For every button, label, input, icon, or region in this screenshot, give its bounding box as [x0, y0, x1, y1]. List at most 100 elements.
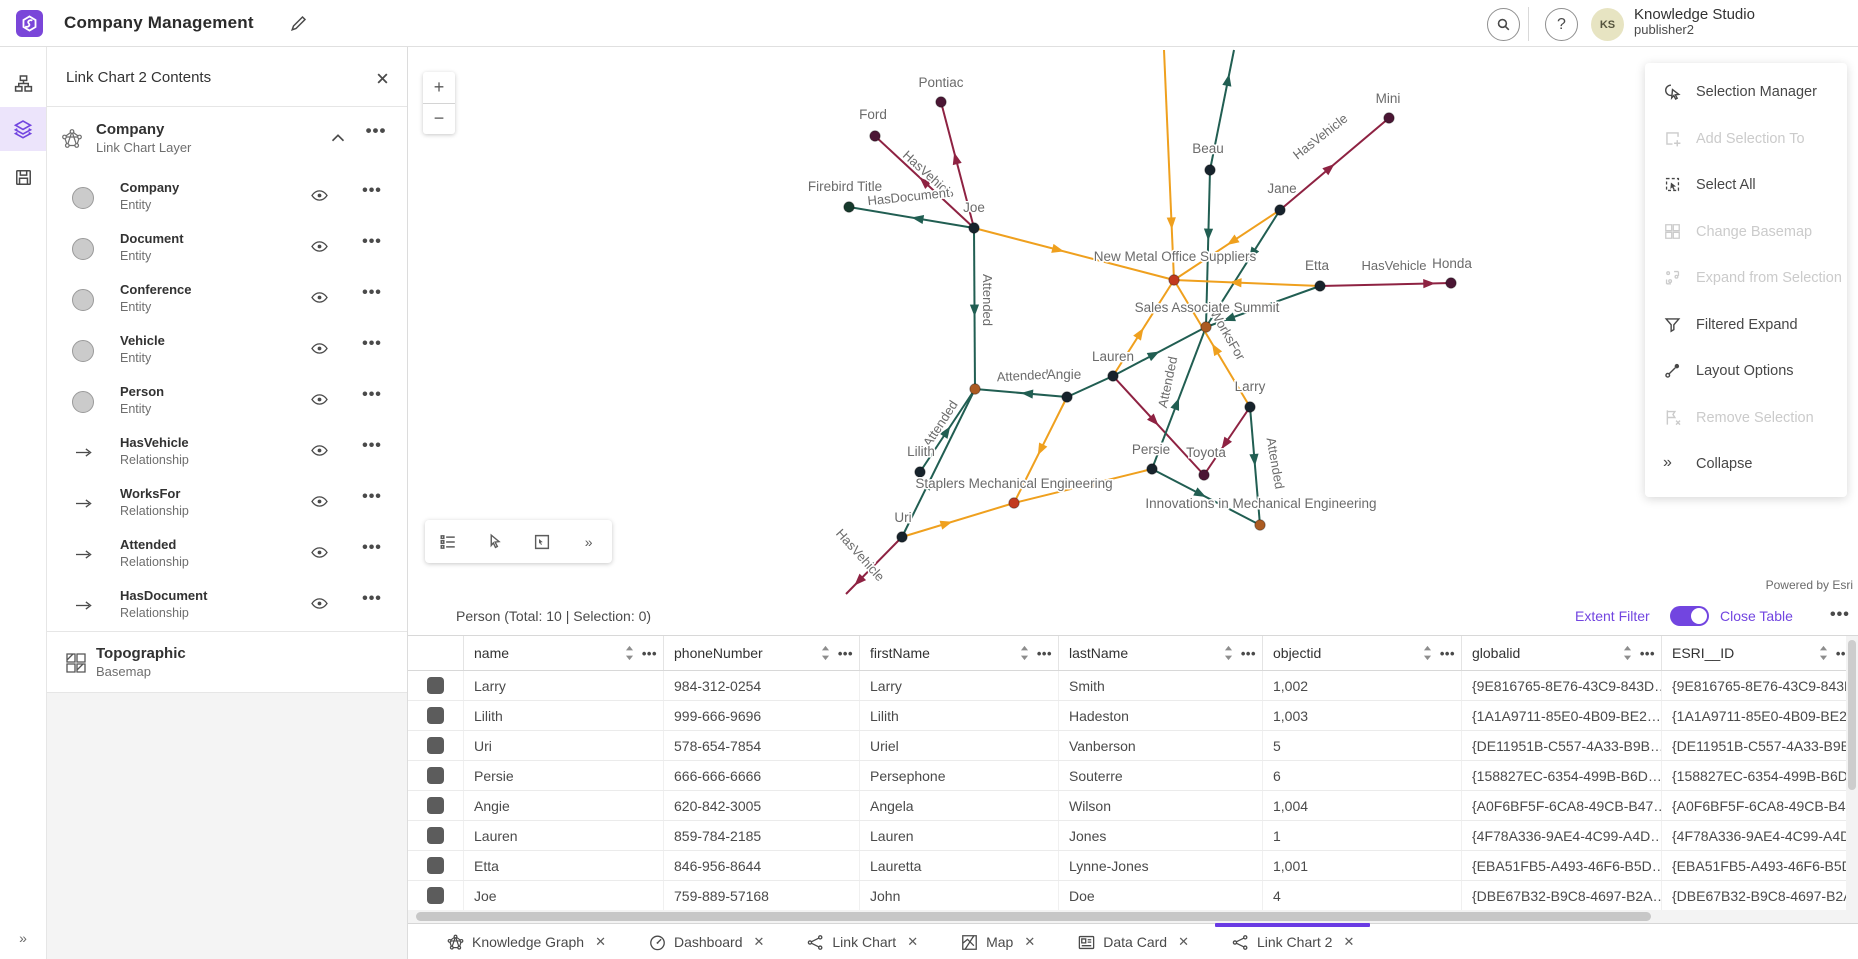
edge-attended[interactable] — [1205, 169, 1211, 328]
sort-icon[interactable] — [1019, 645, 1031, 661]
child-options-icon[interactable]: ••• — [362, 284, 382, 301]
vertical-scrollbar[interactable] — [1846, 636, 1858, 910]
tab-map[interactable]: Map ✕ — [944, 924, 1051, 959]
menu-item-selection-manager[interactable]: Selection Manager — [1645, 69, 1847, 116]
tab-close-icon[interactable]: ✕ — [907, 933, 919, 949]
tab-data-card[interactable]: Data Card ✕ — [1061, 924, 1205, 959]
node-summit[interactable] — [1200, 321, 1212, 333]
visibility-eye-icon[interactable] — [310, 543, 334, 567]
more-tools-icon[interactable]: » — [584, 533, 593, 550]
visibility-eye-icon[interactable] — [310, 339, 334, 363]
child-options-icon[interactable]: ••• — [362, 233, 382, 250]
column-options-icon[interactable]: ••• — [1639, 645, 1655, 661]
save-icon[interactable] — [0, 155, 46, 199]
child-options-icon[interactable]: ••• — [362, 590, 382, 607]
node-honda[interactable] — [1445, 277, 1457, 289]
table-options-icon[interactable]: ••• — [1830, 606, 1850, 623]
column-options-icon[interactable]: ••• — [1036, 645, 1052, 661]
link-chart-canvas[interactable]: HasVehicle HasVehicle HasVehicle HasVehicle… — [408, 47, 1858, 600]
visibility-eye-icon[interactable] — [310, 237, 334, 261]
node-newmetal[interactable] — [1168, 274, 1180, 286]
chevron-up-icon[interactable] — [327, 127, 349, 149]
child-options-icon[interactable]: ••• — [362, 386, 382, 403]
select-cursor-icon[interactable] — [480, 527, 510, 557]
link-chart-layer-row[interactable]: Company Link Chart Layer ••• — [47, 107, 407, 172]
menu-item-layout-options[interactable]: Layout Options — [1645, 348, 1847, 395]
link-chart-graph[interactable]: HasVehicleHasVehicleHasVehicleHasVehicle… — [408, 47, 1858, 600]
tab-close-icon[interactable]: ✕ — [753, 933, 765, 949]
tab-link-chart-2[interactable]: Link Chart 2 ✕ — [1214, 923, 1371, 959]
node-lilith[interactable] — [914, 466, 926, 478]
edge-attended[interactable] — [1209, 49, 1235, 171]
tab-close-icon[interactable]: ✕ — [595, 933, 606, 949]
legend-list-icon[interactable] — [433, 527, 463, 557]
tab-link-chart[interactable]: Link Chart ✕ — [790, 924, 934, 959]
extent-filter-toggle[interactable] — [1670, 606, 1709, 626]
menu-item-filtered-expand[interactable]: Filtered Expand — [1645, 302, 1847, 349]
sort-icon[interactable] — [1622, 645, 1634, 661]
row-checkbox[interactable] — [427, 827, 444, 844]
row-checkbox[interactable] — [427, 707, 444, 724]
menu-item-collapse[interactable]: » Collapse — [1645, 441, 1847, 488]
edit-title-icon[interactable] — [288, 14, 308, 34]
layer-child-conference[interactable]: Conference Entity ••• — [47, 274, 407, 325]
layer-child-company[interactable]: Company Entity ••• — [47, 172, 407, 223]
child-options-icon[interactable]: ••• — [362, 335, 382, 352]
node-pontiac[interactable] — [935, 96, 947, 108]
layer-options-icon[interactable]: ••• — [365, 121, 387, 140]
layer-child-worksfor[interactable]: WorksFor Relationship ••• — [47, 478, 407, 529]
data-model-icon[interactable] — [0, 61, 46, 105]
sort-icon[interactable] — [1818, 645, 1830, 661]
row-checkbox[interactable] — [427, 887, 444, 904]
knowledge-studio-logo-icon[interactable] — [16, 10, 43, 37]
column-options-icon[interactable]: ••• — [837, 645, 853, 661]
column-options-icon[interactable]: ••• — [1439, 645, 1455, 661]
sort-icon[interactable] — [820, 645, 832, 661]
node-firebird[interactable] — [843, 201, 855, 213]
sort-icon[interactable] — [1223, 645, 1235, 661]
tab-dashboard[interactable]: Dashboard ✕ — [632, 924, 780, 959]
child-options-icon[interactable]: ••• — [362, 437, 382, 454]
column-options-icon[interactable]: ••• — [1240, 645, 1256, 661]
collapse-rail-icon[interactable]: » — [19, 930, 27, 946]
node-toyota[interactable] — [1198, 469, 1210, 481]
layer-child-person[interactable]: Person Entity ••• — [47, 376, 407, 427]
zoom-out-button[interactable]: − — [433, 108, 445, 129]
edge-worksfor[interactable] — [1173, 279, 1321, 287]
node-angie[interactable] — [1061, 391, 1073, 403]
node-staplers[interactable] — [1008, 497, 1020, 509]
horizontal-scrollbar-thumb[interactable] — [416, 912, 1651, 921]
select-by-area-icon[interactable] — [527, 527, 557, 557]
column-options-icon[interactable]: ••• — [641, 645, 657, 661]
visibility-eye-icon[interactable] — [310, 186, 334, 210]
row-checkbox[interactable] — [427, 737, 444, 754]
layer-child-attended[interactable]: Attended Relationship ••• — [47, 529, 407, 580]
layers-icon[interactable] — [0, 107, 46, 151]
sort-icon[interactable] — [1422, 645, 1434, 661]
row-checkbox[interactable] — [427, 677, 444, 694]
help-icon[interactable]: ? — [1545, 8, 1578, 41]
layer-child-vehicle[interactable]: Vehicle Entity ••• — [47, 325, 407, 376]
child-options-icon[interactable]: ••• — [362, 488, 382, 505]
visibility-eye-icon[interactable] — [310, 390, 334, 414]
edge-attended[interactable] — [1066, 375, 1114, 398]
avatar[interactable]: KS — [1591, 8, 1624, 41]
edge-attended[interactable] — [1205, 209, 1281, 328]
search-icon[interactable] — [1487, 8, 1520, 41]
edge-worksfor[interactable] — [901, 502, 1015, 538]
node-beau[interactable] — [1204, 164, 1216, 176]
edge-worksfor[interactable] — [1163, 49, 1175, 281]
node-etta[interactable] — [1314, 280, 1326, 292]
edge-worksfor[interactable] — [973, 227, 1175, 281]
node-innovations[interactable] — [1254, 519, 1266, 531]
visibility-eye-icon[interactable] — [310, 492, 334, 516]
zoom-in-button[interactable]: + — [433, 76, 445, 97]
close-panel-icon[interactable] — [371, 67, 393, 89]
layer-child-hasdocument[interactable]: HasDocument Relationship ••• — [47, 580, 407, 631]
layer-child-hasvehicle[interactable]: HasVehicle Relationship ••• — [47, 427, 407, 478]
node-persie[interactable] — [1146, 463, 1158, 475]
row-checkbox[interactable] — [427, 767, 444, 784]
edge-hasvehicle[interactable] — [940, 101, 975, 229]
tab-close-icon[interactable]: ✕ — [1024, 933, 1036, 949]
row-checkbox[interactable] — [427, 797, 444, 814]
